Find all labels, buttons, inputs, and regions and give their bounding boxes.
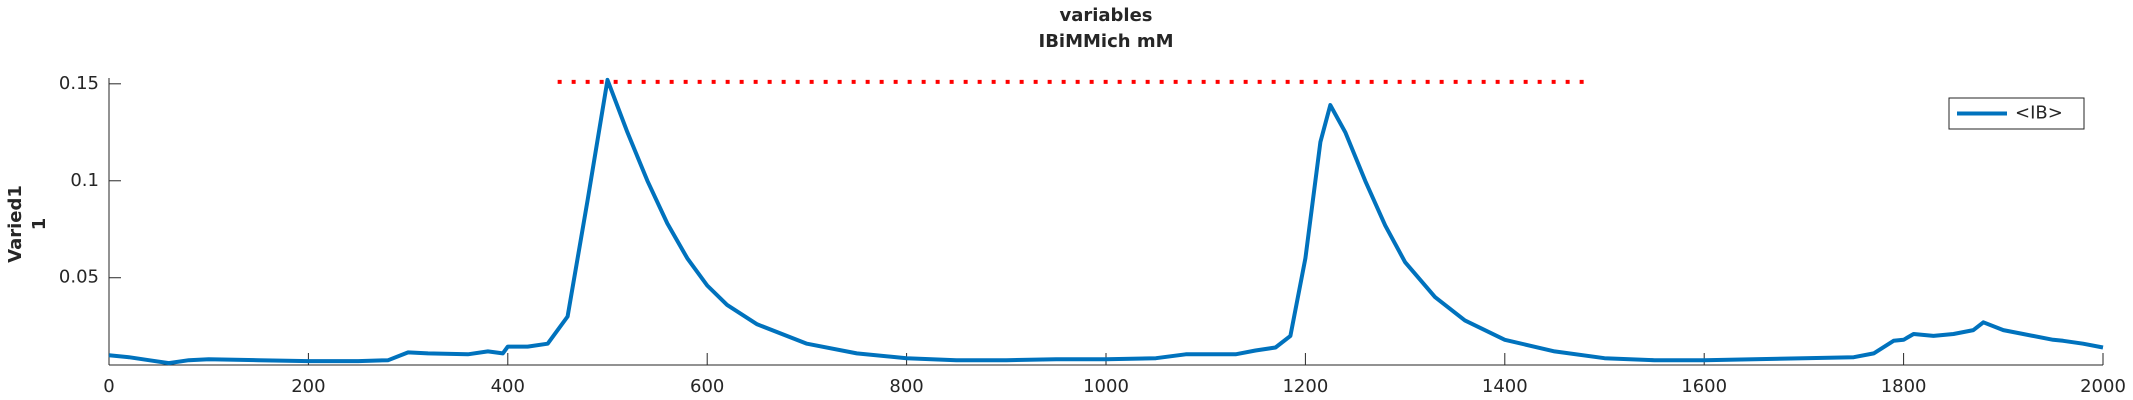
- x-tick-label: 0: [103, 376, 114, 397]
- y-axis-label: Varied1: [5, 185, 26, 263]
- legend-label: <IB>: [2015, 103, 2063, 124]
- x-tick-label: 1800: [1881, 376, 1927, 397]
- x-tick-label: 2000: [2080, 376, 2126, 397]
- chart-title: IBiMMich mM: [1039, 31, 1174, 52]
- x-tick-label: 800: [889, 376, 923, 397]
- x-tick-label: 1600: [1681, 376, 1727, 397]
- x-tick-label: 600: [690, 376, 724, 397]
- y-tick-label: 0.1: [70, 170, 99, 191]
- x-tick-label: 1400: [1482, 376, 1528, 397]
- x-tick-label: 1200: [1282, 376, 1328, 397]
- x-tick-label: 200: [291, 376, 325, 397]
- x-tick-label: 400: [491, 376, 525, 397]
- y-axis-label: 1: [29, 218, 50, 231]
- legend-box: [1948, 97, 2085, 130]
- y-tick-label: 0.15: [59, 73, 99, 94]
- chart-title: variables: [1059, 5, 1152, 26]
- x-tick-label: 1000: [1083, 376, 1129, 397]
- y-tick-label: 0.05: [59, 267, 99, 288]
- data-line: [108, 77, 2104, 366]
